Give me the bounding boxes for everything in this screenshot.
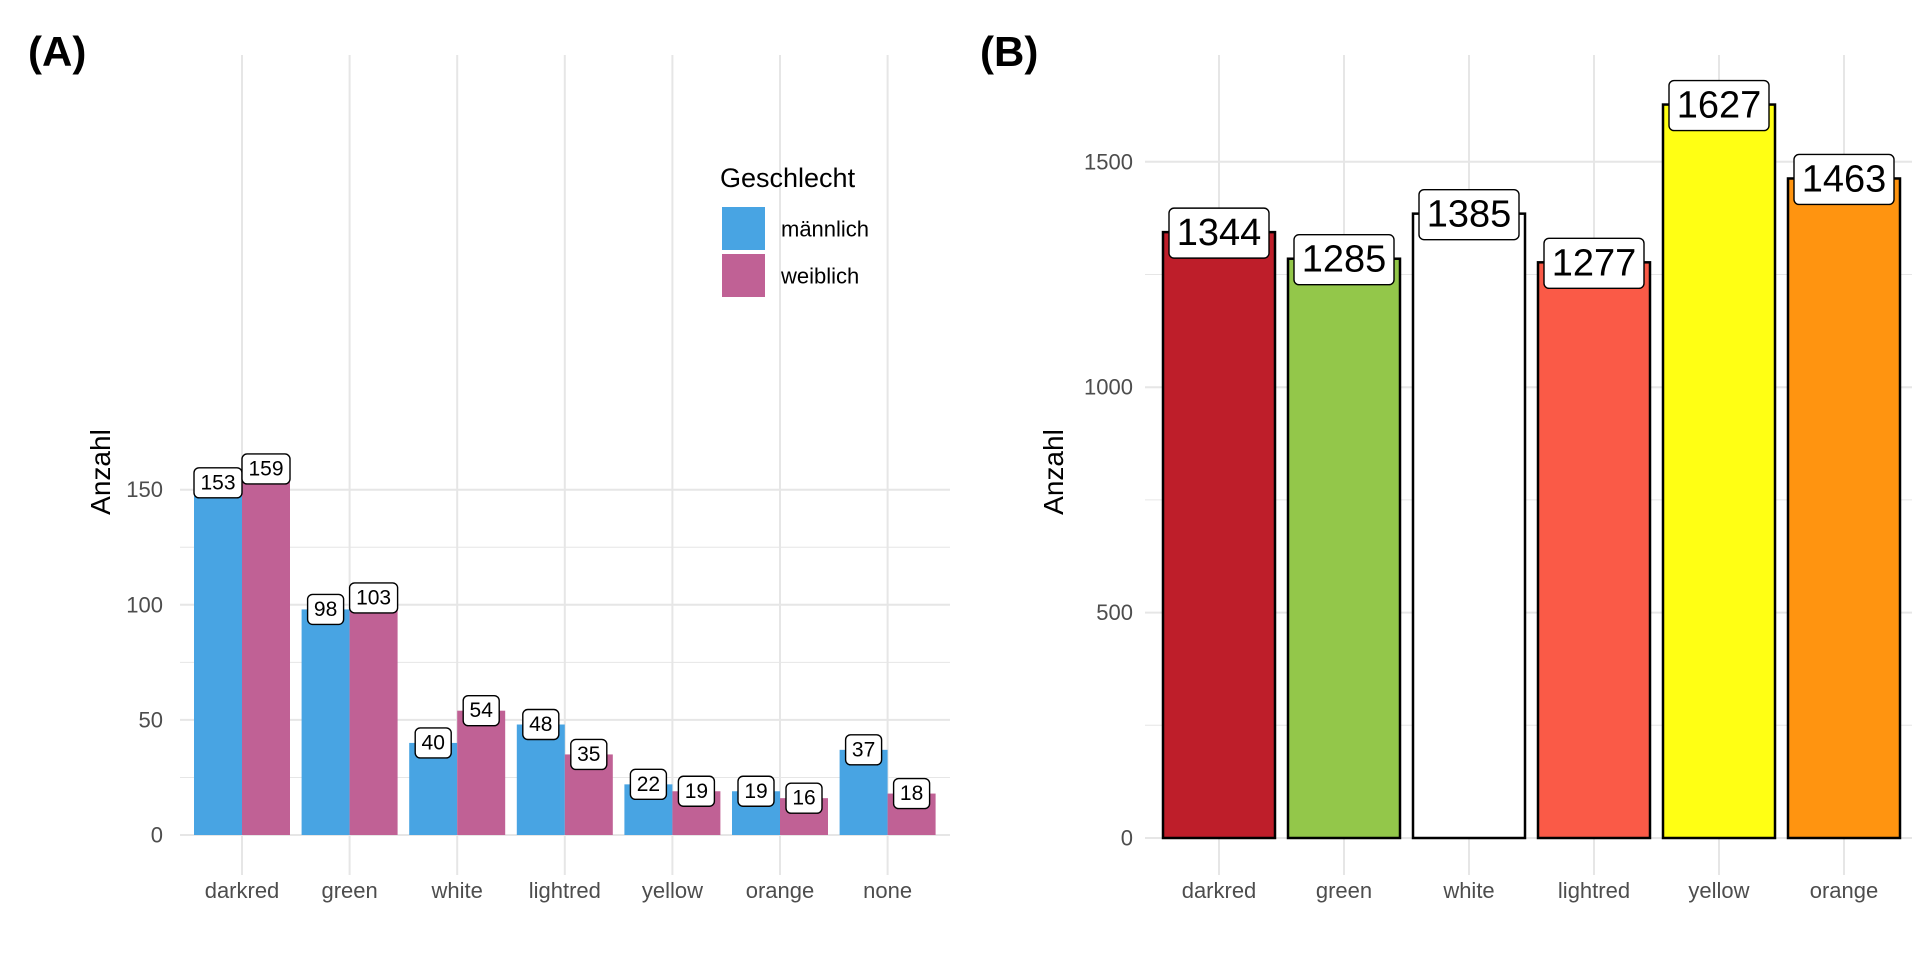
- data-label-green-box: [1293, 234, 1395, 286]
- data-label-lightred-box: [1543, 237, 1645, 290]
- data-label-lightred-text: 1277: [1552, 242, 1637, 284]
- y-tick-label: 150: [126, 477, 163, 502]
- x-tick-label-yellow: yellow: [642, 878, 703, 903]
- x-tick-label-green: green: [1316, 878, 1372, 903]
- legend-label-weiblich: weiblich: [780, 264, 859, 289]
- y-axis-label: Anzahl: [85, 429, 116, 515]
- x-tick-label-orange: orange: [746, 878, 815, 903]
- data-label-weiblich-yellow-box: [677, 775, 716, 807]
- data-label-weiblich-white-text: 54: [470, 699, 494, 722]
- bar-orange: [1786, 177, 1902, 840]
- data-label-yellow-text: 1627: [1677, 85, 1762, 127]
- data-label-männlich-lightred-text: 48: [529, 713, 552, 736]
- data-label-männlich-yellow-box: [629, 768, 668, 801]
- data-label-männlich-white-box: [414, 727, 452, 759]
- y-tick-label: 100: [126, 592, 163, 617]
- data-label-männlich-darkred-box: [193, 467, 243, 499]
- legend-title: Geschlecht: [720, 163, 856, 193]
- x-tick-label-white: white: [431, 878, 483, 903]
- data-label-männlich-yellow-text: 22: [637, 773, 660, 796]
- data-label-weiblich-orange-box: [785, 782, 823, 814]
- data-label-männlich-orange-text: 19: [744, 780, 767, 803]
- y-tick-label: 0: [1121, 826, 1133, 851]
- data-label-orange-text: 1463: [1802, 158, 1887, 200]
- data-label-weiblich-none-text: 18: [900, 782, 923, 805]
- x-tick-label-lightred: lightred: [529, 878, 601, 903]
- bar-green: [1286, 257, 1402, 840]
- x-tick-label-yellow: yellow: [1688, 878, 1749, 903]
- data-label-weiblich-darkred-text: 159: [248, 457, 283, 480]
- x-tick-label-none: none: [863, 878, 912, 903]
- bar-weiblich-green: [349, 597, 398, 835]
- x-tick-label-lightred: lightred: [1558, 878, 1630, 903]
- data-label-weiblich-orange-text: 16: [792, 787, 815, 810]
- bar-männlich-lightred: [516, 724, 565, 835]
- y-tick-label: 500: [1096, 600, 1133, 625]
- bar-lightred: [1536, 261, 1652, 840]
- x-tick-label-darkred: darkred: [205, 878, 280, 903]
- data-label-männlich-lightred-box: [522, 708, 560, 741]
- bar-männlich-green: [301, 609, 350, 835]
- data-label-white-text: 1385: [1427, 194, 1512, 236]
- data-label-yellow-box: [1668, 79, 1770, 132]
- y-tick-label: 50: [139, 707, 163, 732]
- legend-label-männlich: männlich: [781, 217, 869, 242]
- data-label-männlich-none-box: [844, 734, 883, 766]
- x-tick-label-white: white: [1442, 878, 1494, 903]
- data-label-männlich-orange-box: [737, 775, 775, 807]
- data-label-green-text: 1285: [1302, 239, 1387, 281]
- bar-darkred: [1161, 230, 1277, 840]
- data-label-orange-box: [1793, 153, 1895, 206]
- y-tick-label: 1500: [1084, 149, 1133, 174]
- bar-yellow: [1661, 103, 1777, 840]
- data-label-weiblich-darkred-box: [241, 453, 291, 485]
- y-axis-label: Anzahl: [1038, 429, 1069, 515]
- legend-key-männlich: [722, 207, 765, 250]
- panel-a-tag: (A): [28, 28, 86, 75]
- data-label-weiblich-green-text: 103: [356, 586, 391, 609]
- bar-white: [1411, 212, 1527, 840]
- bar-weiblich-darkred: [242, 468, 290, 835]
- chart-a: 0 50 100 150 153 159 98 103 40 54 48 35 22 19 19 16 37 18…: [85, 55, 950, 903]
- y-tick-label: 0: [151, 823, 163, 848]
- bar-weiblich-white: [457, 710, 506, 835]
- data-label-darkred-box: [1168, 207, 1270, 259]
- x-tick-label-green: green: [321, 878, 377, 903]
- data-label-weiblich-yellow-text: 19: [685, 780, 708, 803]
- data-label-männlich-darkred-text: 153: [200, 471, 235, 494]
- chart-b: 0 500 1000 1500 1344 1285 1385 1277 1627 1463 dark…: [1038, 55, 1912, 903]
- x-tick-label-orange: orange: [1810, 878, 1879, 903]
- data-label-weiblich-white-box: [462, 694, 500, 727]
- data-label-männlich-green-text: 98: [314, 598, 337, 621]
- x-tick-label-darkred: darkred: [1182, 878, 1257, 903]
- data-label-white-box: [1418, 188, 1520, 241]
- data-label-männlich-none-text: 37: [852, 738, 875, 761]
- bar-männlich-darkred: [194, 482, 242, 835]
- legend-key-weiblich: [722, 254, 765, 297]
- panel-b-tag: (B): [980, 28, 1038, 75]
- y-tick-label: 1000: [1084, 375, 1133, 400]
- data-label-weiblich-lightred-text: 35: [577, 743, 600, 766]
- data-label-weiblich-lightred-box: [570, 738, 608, 771]
- data-label-weiblich-none-box: [892, 777, 931, 810]
- data-label-darkred-text: 1344: [1177, 212, 1262, 254]
- data-label-männlich-green-box: [306, 593, 345, 626]
- data-label-männlich-white-text: 40: [422, 731, 445, 754]
- data-label-weiblich-green-box: [348, 582, 399, 614]
